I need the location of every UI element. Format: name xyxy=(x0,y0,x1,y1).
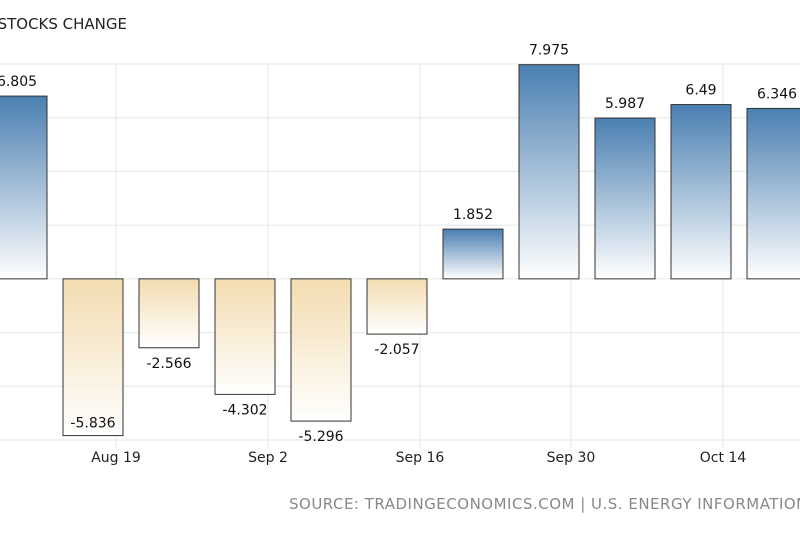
bar xyxy=(442,228,504,280)
data-label: -2.566 xyxy=(146,356,191,372)
bar xyxy=(214,278,276,395)
bar xyxy=(746,107,800,280)
x-tick-label: Sep 2 xyxy=(248,450,288,466)
x-tick-label: Sep 16 xyxy=(396,450,445,466)
x-tick-label: Aug 19 xyxy=(91,450,141,466)
chart-title: CRUDE OIL STOCKS CHANGE xyxy=(0,15,127,33)
data-label: 6.346 xyxy=(757,86,797,102)
data-label: 6.49 xyxy=(685,83,716,99)
data-label: 6.805 xyxy=(0,74,37,90)
data-label: -2.057 xyxy=(374,342,419,358)
bar xyxy=(366,278,428,335)
x-tick-label: Sep 30 xyxy=(547,450,596,466)
bar xyxy=(0,95,48,280)
x-tick-label: Oct 14 xyxy=(700,450,747,466)
bar xyxy=(62,278,124,437)
bar xyxy=(518,64,580,280)
bar xyxy=(594,117,656,280)
data-label: -5.296 xyxy=(298,429,343,445)
bar xyxy=(138,278,200,349)
bar xyxy=(290,278,352,422)
data-label: 5.987 xyxy=(605,96,645,112)
bar xyxy=(670,104,732,280)
data-label: -5.836 xyxy=(70,416,115,432)
data-label: -4.302 xyxy=(222,402,267,418)
data-label: 1.852 xyxy=(453,207,493,223)
data-label: 7.975 xyxy=(529,43,569,59)
source-note: SOURCE: TRADINGECONOMICS.COM | U.S. ENER… xyxy=(289,495,800,513)
